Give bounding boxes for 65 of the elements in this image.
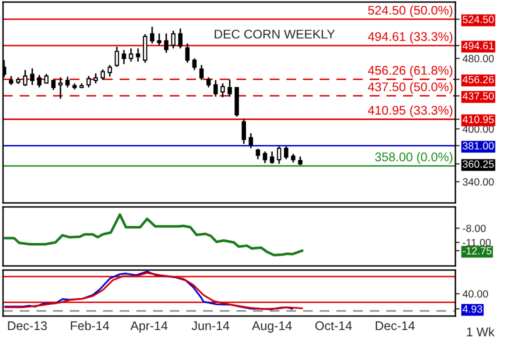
candlestick bbox=[100, 68, 105, 81]
candlestick bbox=[270, 150, 274, 164]
y-tick-label: 4.93 bbox=[462, 305, 482, 313]
y-tick-label: 494.61 bbox=[462, 42, 494, 50]
candlestick bbox=[114, 46, 120, 68]
candlestick bbox=[171, 30, 176, 50]
candlestick bbox=[150, 26, 154, 44]
candlestick bbox=[276, 146, 282, 164]
candlestick bbox=[136, 48, 140, 62]
y-tick-label: -12.75 bbox=[462, 247, 492, 255]
candlestick bbox=[178, 28, 183, 50]
candlestick bbox=[262, 150, 268, 164]
candlestick bbox=[199, 64, 204, 81]
x-tick-label: Apr-14 bbox=[130, 321, 168, 333]
candlestick bbox=[108, 64, 112, 78]
y-tick-label: -8.00 bbox=[462, 224, 486, 232]
candlestick bbox=[206, 76, 211, 88]
ref-line-label: 437.50 (50.0%) bbox=[368, 82, 452, 94]
candlestick bbox=[192, 58, 197, 71]
candlestick bbox=[122, 49, 126, 65]
x-tick-label: Jun-14 bbox=[192, 321, 230, 330]
ref-line-label: 410.95 (33.3%) bbox=[368, 106, 452, 118]
y-tick-label: 480.00 bbox=[462, 54, 494, 62]
candlestick bbox=[44, 73, 49, 84]
candlestick bbox=[256, 148, 260, 160]
y-tick-label: 381.00 bbox=[462, 142, 494, 150]
x-tick-label: Dec-14 bbox=[376, 321, 415, 330]
candlestick bbox=[228, 78, 232, 98]
y-tick-label: 524.50 bbox=[462, 16, 494, 24]
candlestick bbox=[37, 74, 42, 88]
candlestick bbox=[65, 76, 70, 88]
x-tick-label: Aug-14 bbox=[252, 321, 292, 333]
candlestick bbox=[157, 32, 162, 46]
y-tick-label: 437.50 bbox=[462, 92, 494, 100]
candlestick bbox=[242, 118, 246, 145]
candlestick bbox=[51, 79, 56, 91]
candlestick bbox=[220, 82, 225, 98]
y-tick-label: 40.00 bbox=[462, 290, 488, 298]
y-tick-label: 360.25 bbox=[462, 160, 494, 168]
candlestick bbox=[23, 69, 28, 87]
ref-line-label: 358.00 (0.0%) bbox=[375, 152, 452, 164]
annotation: DEC CORN WEEKLY bbox=[214, 30, 335, 39]
y-tick-label: 340.00 bbox=[462, 178, 494, 186]
ref-line-label: 494.61 (33.3%) bbox=[368, 32, 452, 44]
y-tick-label: 410.95 bbox=[462, 116, 494, 124]
candlestick bbox=[94, 72, 98, 84]
text: 1 Wk bbox=[466, 327, 495, 336]
candlestick bbox=[128, 48, 134, 62]
x-tick-label: Feb-14 bbox=[70, 320, 110, 330]
line-series bbox=[4, 213, 304, 256]
x-tick-label: Oct-14 bbox=[315, 321, 352, 330]
candlestick bbox=[86, 75, 91, 88]
x-tick-label: Dec-13 bbox=[8, 321, 47, 330]
candlestick bbox=[248, 132, 254, 149]
ref-line-label: 524.50 (50.0%) bbox=[368, 5, 452, 18]
candlestick bbox=[284, 146, 288, 160]
y-tick-label: -11.00 bbox=[462, 238, 491, 246]
candlestick bbox=[185, 42, 190, 64]
y-tick-label: 456.26 bbox=[462, 76, 494, 84]
candlestick bbox=[213, 79, 218, 98]
candlestick bbox=[164, 32, 168, 54]
candlestick bbox=[142, 33, 148, 64]
candlestick bbox=[30, 68, 34, 86]
candlestick bbox=[58, 76, 63, 100]
ref-line-label: 456.26 (61.8%) bbox=[368, 66, 452, 78]
